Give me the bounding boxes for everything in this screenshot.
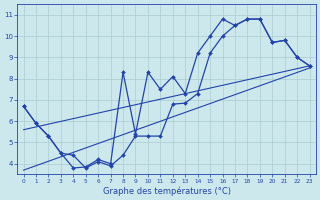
X-axis label: Graphe des températures (°C): Graphe des températures (°C) <box>103 186 231 196</box>
